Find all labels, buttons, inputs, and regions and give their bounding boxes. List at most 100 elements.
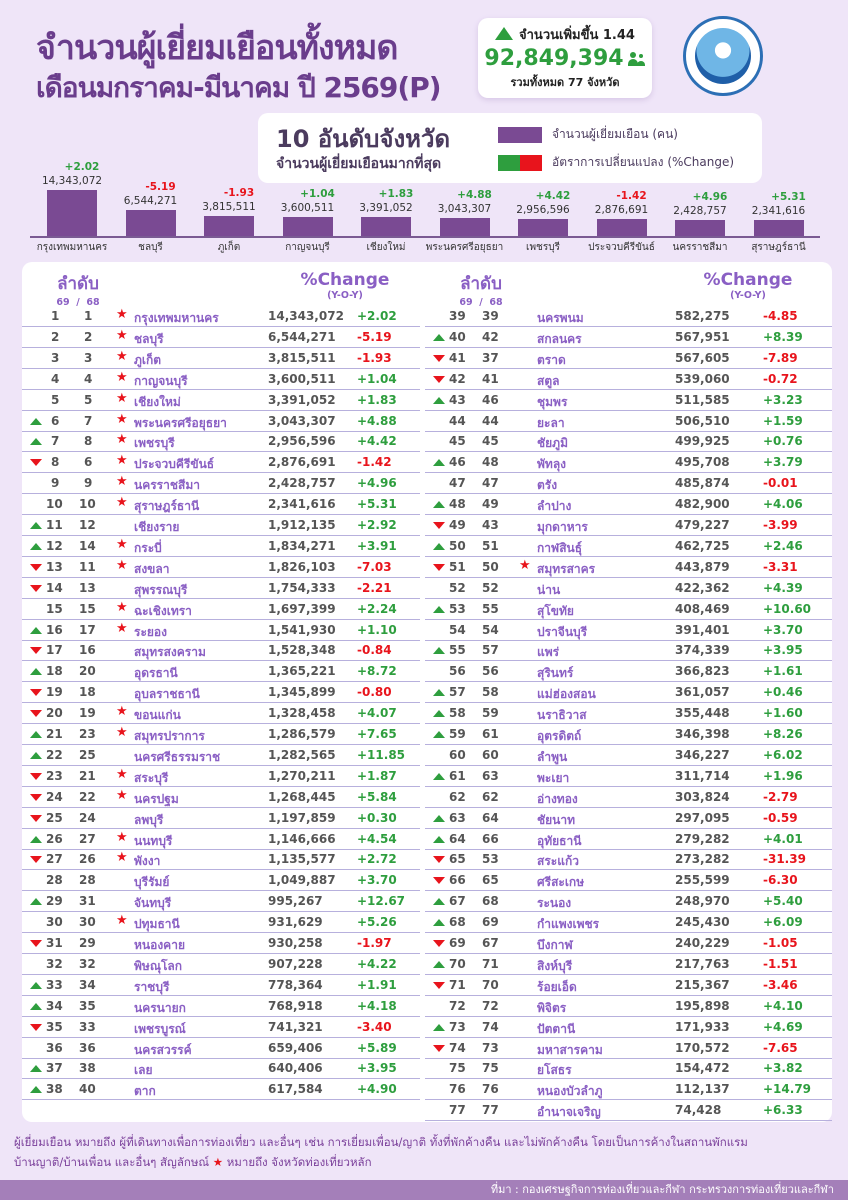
bar-category-label: กาญจนบุรี	[285, 242, 330, 253]
province-name: พิษณุโลก	[134, 958, 183, 973]
percent-change: +3.79	[763, 455, 803, 470]
rank-2568: 45	[482, 434, 499, 449]
visitor-count: 582,275	[675, 309, 730, 323]
rank-2569: 17	[46, 643, 63, 658]
arrow-up-icon	[30, 835, 42, 843]
bar-value-label: 2,428,757	[673, 204, 727, 217]
table-row: 40 42 สกลนคร 567,951 +8.39	[425, 327, 832, 348]
rank-2568: 44	[482, 413, 499, 428]
table-row: 56 56 สุรินทร์ 366,823 +1.61	[425, 661, 832, 683]
arrow-up-icon	[30, 1065, 42, 1073]
arrow-down-icon	[433, 522, 445, 529]
rank-2569: 69	[449, 936, 466, 950]
rank-2569: 40	[449, 329, 466, 344]
arrow-up-icon	[433, 1023, 445, 1031]
logo-emblem-icon	[695, 28, 751, 84]
rank-2568: 3	[84, 350, 93, 365]
rank-2568: 6	[84, 455, 93, 470]
rank-2568: 71	[482, 956, 499, 971]
province-name: ระยอง	[134, 624, 167, 639]
visitor-count: 355,448	[675, 706, 730, 721]
arrow-up-icon	[433, 647, 445, 655]
province-name: สุพรรณบุรี	[134, 582, 188, 597]
rank-2568: 12	[79, 518, 96, 532]
rank-2568: 48	[482, 455, 499, 470]
rank-2568: 15	[79, 601, 96, 616]
star-icon: ★	[116, 453, 128, 469]
rank-2568: 19	[79, 706, 96, 721]
star-icon: ★	[116, 474, 128, 490]
province-name: ชลบุรี	[134, 331, 164, 346]
visitor-count: 240,229	[675, 936, 730, 950]
percent-change: -0.80	[357, 685, 392, 700]
arrow-up-icon	[30, 981, 42, 989]
province-name: แม่ฮ่องสอน	[537, 687, 596, 702]
table-row: 24 22 ★ นครปฐม 1,268,445 +5.84	[22, 787, 420, 808]
rank-2569: 11	[46, 518, 63, 532]
bar-category-label: เชียงใหม่	[366, 242, 406, 253]
star-icon: ★	[116, 850, 128, 866]
percent-change: +1.96	[763, 768, 803, 783]
star-icon: ★	[116, 725, 128, 740]
table-row: 54 54 ปราจีนบุรี 391,401 +3.70	[425, 620, 832, 641]
arrow-up-icon	[30, 1002, 42, 1010]
province-name: นครพนม	[537, 311, 584, 325]
province-name: สุราษฎร์ธานี	[134, 499, 200, 514]
bar-category-label: ประจวบคีรีขันธ์	[588, 242, 655, 253]
percent-change: +5.89	[357, 1040, 397, 1055]
province-name: กระบี่	[134, 540, 162, 555]
rank-2568: 36	[79, 1040, 96, 1055]
visitor-count: 170,572	[675, 1040, 730, 1055]
rank-2569: 38	[46, 1082, 63, 1097]
visitor-count: 6,544,271	[268, 329, 336, 344]
rank-2568: 35	[79, 998, 96, 1013]
arrow-up-icon	[433, 731, 445, 738]
rank-2569: 36	[46, 1040, 63, 1055]
percent-change: +8.39	[763, 329, 803, 344]
table-row: 20 19 ★ ขอนแก่น 1,328,458 +4.07	[22, 703, 420, 725]
percent-change: +0.76	[763, 434, 803, 449]
chart-bar	[282, 216, 333, 236]
visitor-count: 215,367	[675, 977, 730, 992]
rank-2568: 63	[482, 768, 499, 783]
rank-2569: 67	[449, 894, 466, 909]
rank-2569: 59	[449, 727, 466, 741]
visitor-count: 311,714	[675, 768, 730, 783]
province-name: ฉะเชิงเทรา	[134, 603, 192, 618]
visitor-count: 346,398	[675, 727, 730, 741]
arrow-down-icon	[30, 793, 42, 801]
legend-change-label: อัตราการเปลี่ยนแปลง (%Change)	[552, 155, 735, 169]
percent-change: -5.19	[357, 329, 392, 344]
arrow-up-icon	[433, 772, 445, 780]
visitor-count: 1,135,577	[268, 852, 336, 867]
province-name: เชียงใหม่	[134, 394, 181, 409]
table-row: 18 20 อุดรธานี 1,365,221 +8.72	[22, 661, 420, 683]
triangle-up-icon	[495, 27, 514, 40]
table-row: 31 29 หนองคาย 930,258 -1.97	[22, 933, 420, 954]
table-row: 48 49 ลำปาง 482,900 +4.06	[425, 494, 832, 516]
star-icon: ★	[116, 327, 128, 343]
percent-change: +0.46	[763, 685, 803, 700]
rank-2569: 42	[449, 371, 466, 386]
bar-change-label: +5.31	[771, 191, 806, 204]
star-icon: ★	[116, 348, 128, 364]
visitor-count: 567,605	[675, 350, 730, 365]
rank-2569: 2	[51, 329, 60, 344]
province-name: บึงกาฬ	[537, 938, 573, 952]
change-header: %Change (Y-O-Y)	[300, 270, 390, 301]
rank-2568: 68	[482, 894, 499, 909]
province-name: สมุทรสาคร	[537, 561, 596, 576]
rank-2568: 41	[482, 371, 499, 386]
province-name: ร้อยเอ็ด	[537, 979, 577, 994]
footnote: ผู้เยี่ยมเยือน หมายถึง ผู้ที่เดินทางเพื่…	[14, 1132, 844, 1172]
arrow-up-icon	[433, 814, 445, 822]
province-name: ปัตตานี	[537, 1021, 576, 1036]
province-name: สกลนคร	[537, 331, 582, 346]
star-icon: ★	[116, 369, 128, 385]
table-row: 11 12 เชียงราย 1,912,135 +2.92	[22, 515, 420, 536]
visitor-count: 995,267	[268, 894, 323, 909]
chart-bar	[204, 216, 254, 236]
visitor-count: 499,925	[675, 434, 730, 449]
rank-2569: 8	[51, 455, 60, 470]
province-name: มหาสารคาม	[537, 1042, 603, 1057]
